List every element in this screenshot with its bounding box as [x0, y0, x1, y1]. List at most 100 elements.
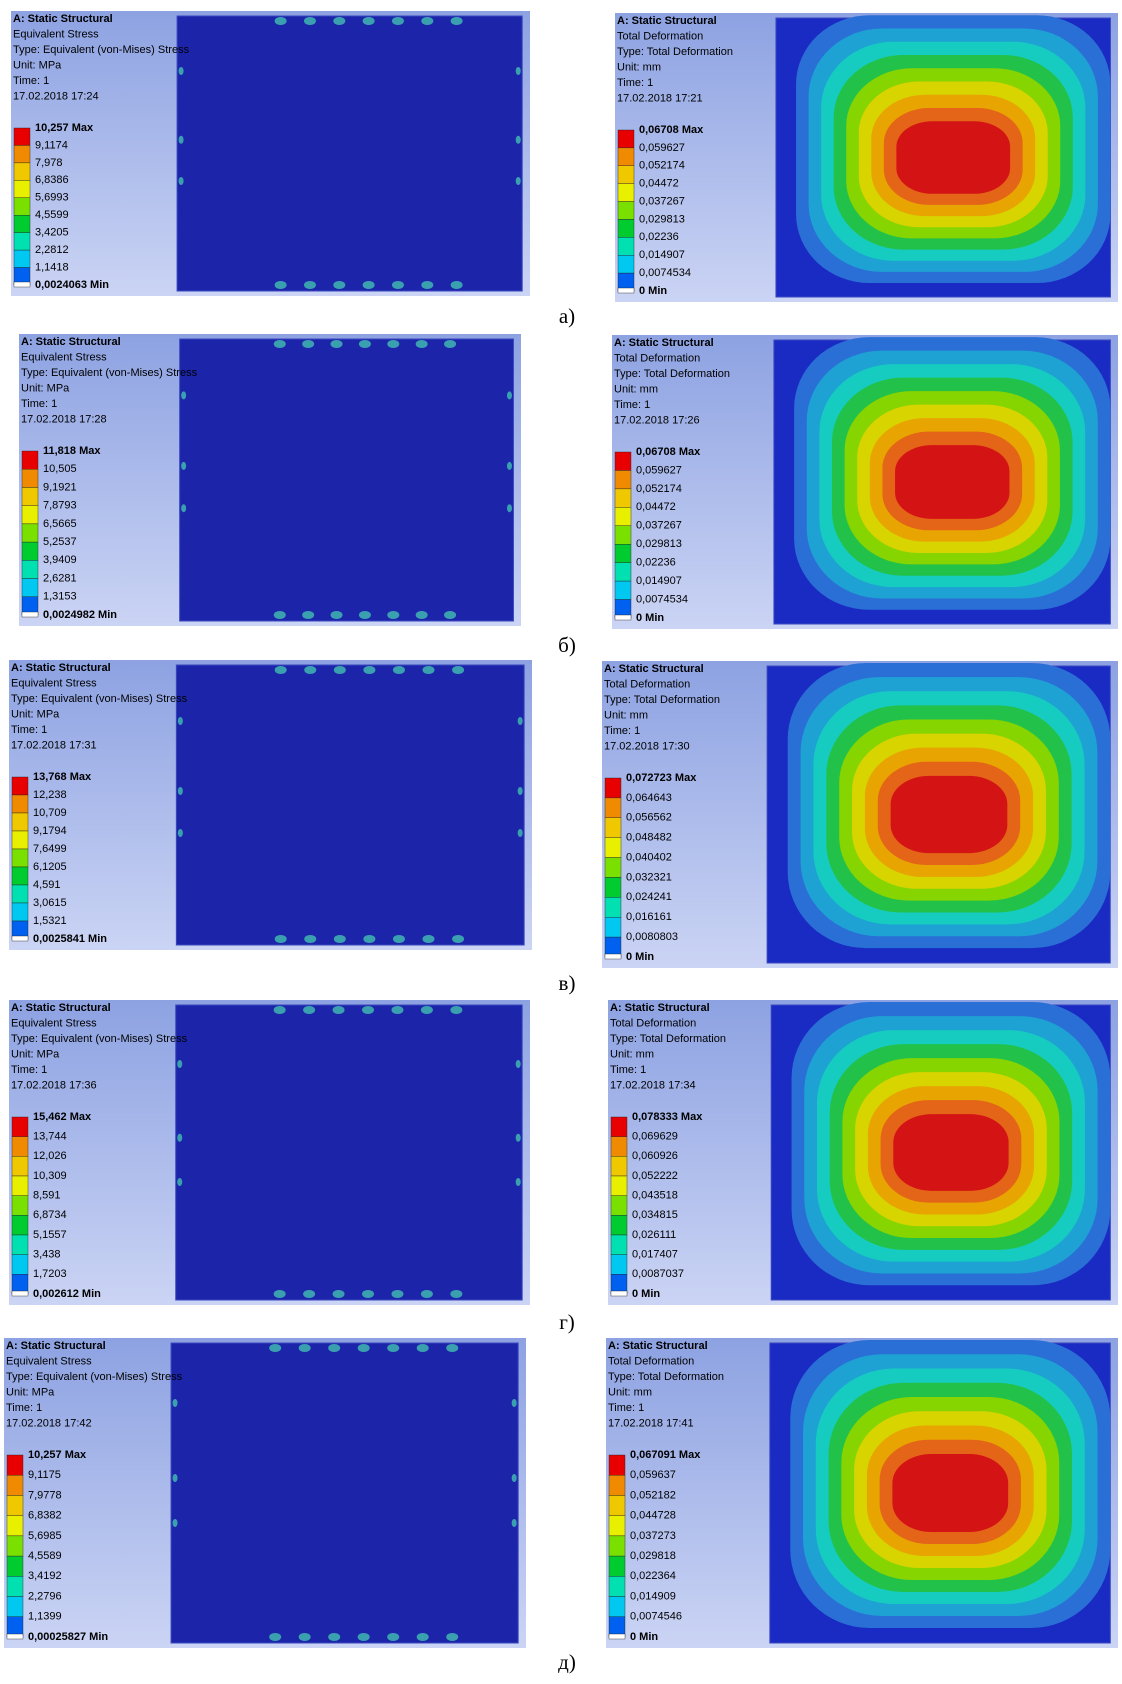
- stress-spot: [299, 1633, 311, 1641]
- legend-label: 0,0074546: [630, 1611, 682, 1623]
- legend-label: 9,1174: [35, 139, 68, 151]
- header-unit: Unit: MPa: [11, 708, 60, 720]
- legend-label: 8,591: [33, 1190, 61, 1202]
- header-date: 17.02.2018 17:21: [617, 92, 703, 104]
- stress-spot: [173, 1519, 178, 1527]
- stress-spot: [304, 281, 316, 289]
- header-title: A: Static Structural: [614, 337, 714, 349]
- header-type: Type: Equivalent (von-Mises) Stress: [13, 44, 190, 56]
- legend-swatch: [605, 798, 621, 818]
- legend-label: 0,052174: [639, 160, 685, 172]
- header-title: A: Static Structural: [13, 13, 113, 25]
- contour-plot: [770, 1340, 1110, 1643]
- header-unit: Unit: mm: [610, 1048, 654, 1060]
- header-unit: Unit: mm: [614, 383, 658, 395]
- stress-spot: [421, 281, 433, 289]
- header-result: Equivalent Stress: [21, 351, 107, 363]
- legend-label: 0,016161: [626, 911, 672, 923]
- stress-spot: [393, 935, 405, 943]
- legend-label: 5,2537: [43, 536, 77, 548]
- legend-swatch: [12, 1137, 28, 1157]
- legend-swatch: [611, 1176, 627, 1196]
- legend-label: 3,0615: [33, 897, 67, 909]
- legend-swatch: [14, 215, 30, 232]
- header-date: 17.02.2018 17:41: [608, 1417, 694, 1429]
- stress-spot: [516, 177, 521, 185]
- legend-swatch: [618, 255, 634, 273]
- header-type: Type: Equivalent (von-Mises) Stress: [11, 693, 188, 705]
- legend-label: 2,6281: [43, 572, 77, 584]
- legend-label: 6,8386: [35, 174, 69, 186]
- stress-spot: [275, 935, 287, 943]
- legend-label: 0,00025827 Min: [28, 1631, 108, 1643]
- contour-plot: [177, 16, 522, 291]
- legend-label: 0,02236: [636, 557, 676, 569]
- stress-spot: [423, 935, 435, 943]
- header-result: Total Deformation: [617, 30, 703, 42]
- legend-label: 0,029813: [639, 213, 685, 225]
- legend-label: 0 Min: [639, 285, 667, 297]
- legend-swatch: [22, 487, 38, 505]
- legend-label: 10,709: [33, 807, 67, 819]
- header-time: Time: 1: [11, 724, 47, 736]
- legend-label: 0,043518: [632, 1190, 678, 1202]
- header-date: 17.02.2018 17:34: [610, 1079, 696, 1091]
- legend-label: 7,8793: [43, 500, 77, 512]
- legend-label: 0,052182: [630, 1489, 676, 1501]
- contour-plot: [176, 665, 524, 945]
- stress-spot: [392, 281, 404, 289]
- stress-spot: [331, 611, 343, 619]
- stress-spot: [177, 1060, 182, 1068]
- header-date: 17.02.2018 17:30: [604, 740, 690, 752]
- stress-spot: [274, 340, 286, 348]
- legend-label: 0,037267: [639, 195, 685, 207]
- stress-spot: [446, 1633, 458, 1641]
- legend-swatch: [618, 148, 634, 166]
- legend-label: 0,0024982 Min: [43, 609, 117, 621]
- header-time: Time: 1: [13, 75, 49, 87]
- legend-label: 0 Min: [636, 612, 664, 624]
- stress-spot: [363, 666, 375, 674]
- header-unit: Unit: MPa: [11, 1048, 60, 1060]
- stress-spot: [416, 611, 428, 619]
- stress-spot: [303, 1006, 315, 1014]
- header-result: Total Deformation: [608, 1355, 694, 1367]
- header-time: Time: 1: [6, 1402, 42, 1414]
- stress-spot: [446, 1344, 458, 1352]
- stress-spot: [444, 340, 456, 348]
- stress-spot: [178, 787, 183, 795]
- stress-spot: [516, 1060, 521, 1068]
- contour-plot: [171, 1343, 518, 1643]
- legend-swatch: [605, 954, 621, 959]
- stress-spot: [173, 1399, 178, 1407]
- legend-label: 0,069629: [632, 1131, 678, 1143]
- header-date: 17.02.2018 17:24: [13, 90, 99, 102]
- header-time: Time: 1: [604, 725, 640, 737]
- legend-swatch: [12, 885, 28, 903]
- legend-label: 0,029813: [636, 538, 682, 550]
- stress-spot: [450, 1006, 462, 1014]
- legend-label: 0,064643: [626, 792, 672, 804]
- stress-spot: [274, 611, 286, 619]
- stress-spot: [358, 1344, 370, 1352]
- deformation-band: [892, 1454, 1008, 1532]
- deformation-band: [895, 445, 1009, 519]
- legend-swatch: [611, 1235, 627, 1255]
- legend-label: 0,032321: [626, 871, 672, 883]
- stress-spot: [303, 1290, 315, 1298]
- stress-spot: [387, 340, 399, 348]
- caption: г): [559, 1310, 575, 1334]
- stress-spot: [444, 611, 456, 619]
- legend-swatch: [609, 1475, 625, 1495]
- legend-swatch: [12, 777, 28, 795]
- legend-label: 6,1205: [33, 861, 67, 873]
- header-unit: Unit: mm: [604, 709, 648, 721]
- legend-swatch: [7, 1597, 23, 1617]
- legend-swatch: [615, 544, 631, 562]
- legend-label: 4,591: [33, 879, 61, 891]
